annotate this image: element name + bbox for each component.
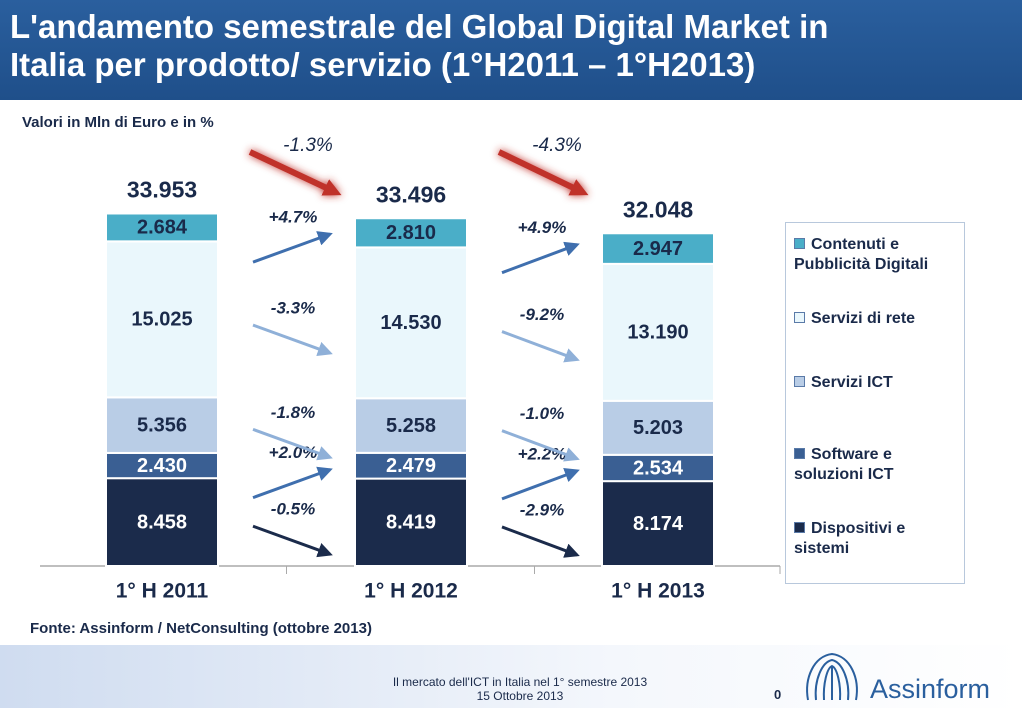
change-arrow: [501, 525, 580, 558]
legend-item: Servizi di rete: [794, 309, 959, 329]
value-label: 5.258: [386, 415, 436, 437]
total-change-arrow: [248, 149, 342, 196]
change-arrow: [501, 429, 580, 462]
legend-label: Servizi ICT: [811, 374, 893, 391]
legend-label: Dispositivi e sistemi: [794, 520, 906, 557]
value-label: 5.203: [633, 417, 683, 439]
bar-segment: [105, 240, 219, 399]
change-arrow: [501, 468, 580, 501]
change-arrow: [252, 231, 333, 264]
legend-label: Contenuti e Pubblicità Digitali: [794, 236, 929, 273]
legend-label: Software e soluzioni ICT: [794, 446, 894, 483]
bar-segment: [601, 262, 715, 402]
legend-swatch: [794, 312, 805, 323]
legend-item: Dispositivi e sistemi: [794, 519, 959, 559]
logo: Assinform: [870, 674, 991, 704]
bar-segment: [105, 396, 219, 454]
legend-swatch: [794, 522, 805, 533]
bar-segment: [354, 397, 468, 454]
value-label: 15.025: [131, 309, 192, 331]
legend: Contenuti e Pubblicità Digitali Servizi d…: [785, 222, 965, 584]
value-label: 2.684: [137, 217, 188, 239]
value-label: 2.810: [386, 222, 436, 244]
bar-segment: [354, 451, 468, 480]
x-tick-label: 1° H 2013: [611, 580, 705, 603]
bar-segment: [354, 246, 468, 400]
legend-item: Software e soluzioni ICT: [794, 445, 959, 485]
total-label: 33.496: [376, 181, 446, 207]
value-label: 8.419: [386, 512, 436, 534]
legend-swatch: [794, 448, 805, 459]
change-label: -1.8%: [271, 403, 315, 422]
change-arrow: [252, 524, 333, 558]
footer-line: 15 Ottobre 2013: [476, 689, 564, 703]
logo-icon: [806, 652, 858, 701]
change-label: -0.5%: [271, 500, 315, 519]
total-change-label: -1.3%: [283, 135, 333, 156]
change-arrow: [252, 466, 333, 500]
change-label: +4.7%: [269, 208, 318, 227]
change-label: +2.0%: [269, 443, 318, 462]
change-label: -3.3%: [271, 299, 315, 318]
change-arrow: [252, 323, 333, 357]
bar-segment: [354, 217, 468, 249]
legend-item: Servizi ICT: [794, 373, 959, 393]
change-label: -2.9%: [520, 500, 564, 519]
bar-segment: [601, 453, 715, 483]
value-label: 2.479: [386, 455, 436, 477]
change-label: -9.2%: [520, 305, 564, 324]
value-label: 8.458: [137, 511, 187, 533]
total-label: 32.048: [623, 196, 694, 222]
value-label: 8.174: [633, 513, 684, 535]
bar-segment: [601, 480, 715, 567]
bar-segment: [105, 212, 219, 243]
value-label: 5.356: [137, 414, 187, 436]
bar-segment: [105, 477, 219, 568]
header: L'andamento semestrale del Global Digita…: [0, 0, 1022, 100]
page-number: 0: [774, 687, 782, 702]
title-line: Italia per prodotto/ servizio (1°H2011 –…: [10, 46, 756, 83]
value-label: 2.430: [137, 455, 187, 477]
footer: [0, 645, 1022, 708]
bar-segment: [601, 232, 715, 265]
footer-line: Il mercato dell'ICT in Italia nel 1° sem…: [392, 675, 648, 689]
legend-swatch: [794, 238, 805, 249]
change-arrow: [501, 241, 580, 275]
x-tick-label: 1° H 2011: [116, 580, 209, 603]
change-arrow: [252, 427, 333, 461]
value-label: 2.534: [633, 457, 684, 479]
legend-label: Servizi di rete: [811, 310, 916, 327]
value-label: 14.530: [380, 312, 441, 334]
value-label: 13.190: [627, 322, 688, 344]
change-label: +4.9%: [518, 218, 567, 237]
total-change-label: -4.3%: [532, 135, 582, 156]
title-line: L'andamento semestrale del Global Digita…: [10, 8, 829, 45]
legend-swatch: [794, 376, 805, 387]
total-change-arrow: [497, 149, 589, 196]
subtitle: Valori in Mln di Euro e in %: [22, 114, 214, 131]
x-tick-label: 1° H 2012: [364, 580, 458, 603]
value-label: 2.947: [633, 238, 683, 260]
source: Fonte: Assinform / NetConsulting (ottobr…: [30, 620, 372, 637]
legend-item: Contenuti e Pubblicità Digitali: [794, 235, 959, 275]
change-label: -1.0%: [520, 404, 564, 423]
total-label: 33.953: [127, 177, 197, 203]
change-arrow: [501, 330, 580, 363]
bar-segment: [601, 399, 715, 456]
